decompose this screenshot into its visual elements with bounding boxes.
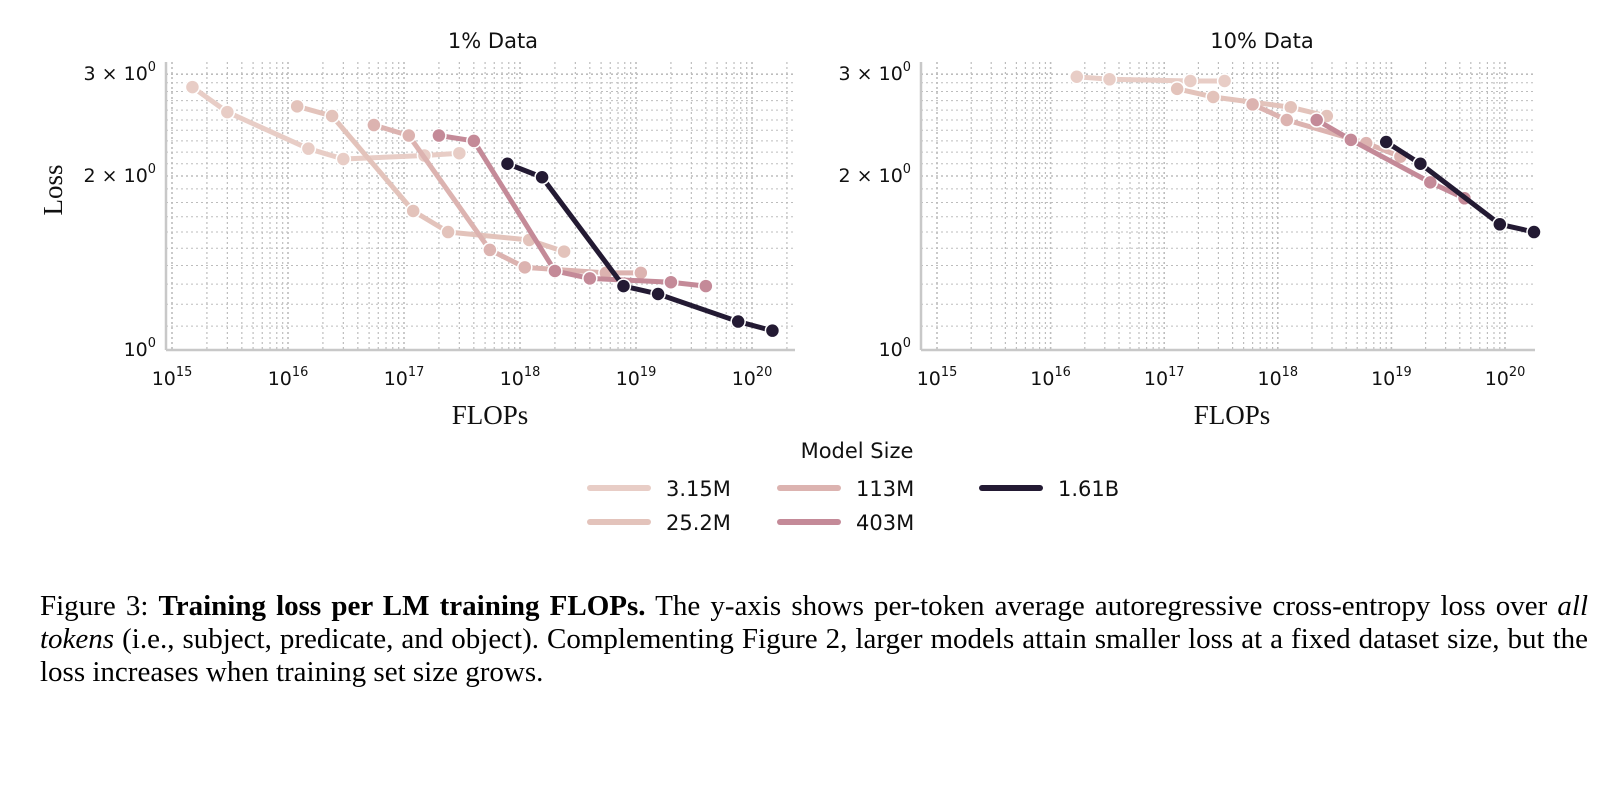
series-25.2M <box>289 98 572 260</box>
x-tick-label: 1019 <box>616 365 657 390</box>
data-point <box>324 108 340 124</box>
series-line <box>296 103 565 254</box>
data-point <box>1526 224 1542 240</box>
data-point <box>1412 156 1429 172</box>
series-1.61B <box>499 156 781 339</box>
data-point <box>730 313 746 330</box>
legend-label: 113M <box>856 477 914 501</box>
data-point <box>499 156 516 172</box>
x-tick-label: 1018 <box>1257 365 1298 390</box>
data-point <box>556 243 572 260</box>
x-tick-label: 1015 <box>917 365 958 390</box>
data-point <box>1205 89 1221 105</box>
data-point <box>482 242 498 258</box>
data-point <box>663 274 679 290</box>
series-line <box>1315 117 1466 201</box>
data-point <box>405 203 421 219</box>
data-point <box>698 278 714 294</box>
data-point <box>1182 73 1199 89</box>
series-line <box>1384 139 1535 235</box>
x-axis-label: FLOPs <box>452 400 529 430</box>
x-tick-label: 1020 <box>732 365 773 390</box>
figure-caption: Figure 3: Training loss per LM training … <box>40 590 1588 689</box>
x-tick-label: 1017 <box>384 365 425 390</box>
data-point <box>440 224 456 240</box>
data-point <box>1069 68 1085 85</box>
caption-italic: all tokens <box>40 590 1589 655</box>
data-point <box>289 98 305 115</box>
data-point <box>1492 216 1508 233</box>
x-tick-label: 1018 <box>500 365 541 390</box>
caption-label: Figure 3: <box>40 590 149 622</box>
caption-text-1: The y-axis shows per-token average autor… <box>655 590 1548 622</box>
data-point <box>219 104 236 120</box>
series-3.15M <box>184 79 468 167</box>
legend-label: 403M <box>856 511 914 535</box>
series-113M <box>1244 96 1409 165</box>
series-1.61B <box>1378 134 1542 240</box>
data-point <box>615 278 632 294</box>
y-tick-label: 3 × 100 <box>839 60 911 85</box>
series-403M <box>431 127 714 294</box>
y-tick-label: 3 × 100 <box>84 60 156 85</box>
y-tick-label: 100 <box>124 336 156 361</box>
data-point <box>1378 134 1394 150</box>
x-tick-label: 1016 <box>268 365 309 390</box>
data-point <box>1308 112 1325 128</box>
x-tick-label: 1017 <box>1144 365 1185 390</box>
data-point <box>633 265 649 281</box>
data-point <box>1216 73 1233 89</box>
data-point <box>1169 81 1185 97</box>
x-axis-label: FLOPs <box>1194 400 1271 430</box>
data-point <box>366 117 382 133</box>
data-point <box>1422 174 1439 191</box>
caption-bold-title: Training loss per LM training FLOPs. <box>158 590 646 622</box>
x-tick-label: 1020 <box>1485 365 1526 390</box>
y-tick-label: 2 × 100 <box>839 162 911 187</box>
data-point <box>466 133 482 149</box>
data-point <box>517 259 533 276</box>
series-line <box>1076 74 1225 84</box>
data-point <box>582 270 598 287</box>
chart-title: 1% Data <box>448 29 538 53</box>
chart-title: 10% Data <box>1210 29 1314 53</box>
data-point <box>184 79 201 95</box>
data-point <box>547 263 563 279</box>
data-point <box>431 127 447 144</box>
y-axis-label: Loss <box>38 164 68 215</box>
data-point <box>764 322 781 339</box>
data-point <box>1343 132 1359 148</box>
data-point <box>300 140 317 157</box>
series-3.15M <box>1069 68 1233 89</box>
data-point <box>534 169 550 186</box>
data-point <box>401 127 417 144</box>
legend-label: 25.2M <box>666 511 731 535</box>
data-point <box>1279 112 1295 128</box>
data-point <box>451 145 468 161</box>
y-tick-label: 2 × 100 <box>84 162 156 187</box>
data-point <box>1282 99 1299 116</box>
series-line <box>438 133 707 289</box>
y-tick-label: 100 <box>879 336 911 361</box>
series-403M <box>1308 112 1473 207</box>
legend-title: Model Size <box>801 439 914 463</box>
x-tick-label: 1015 <box>152 365 193 390</box>
data-point <box>650 286 666 302</box>
data-point <box>1244 96 1261 113</box>
data-point <box>1101 71 1118 88</box>
caption-text-2: (i.e., subject, predicate, and object). … <box>40 623 1588 688</box>
chart-canvas: 1015 1016 1017 1018 1019 1020 3 × 100 2 × 100 10… <box>38 29 1542 535</box>
x-tick-label: 1016 <box>1030 365 1071 390</box>
legend-label: 1.61B <box>1058 477 1119 501</box>
legend-label: 3.15M <box>666 477 731 501</box>
x-tick-label: 1019 <box>1371 365 1412 390</box>
series-line <box>1251 102 1402 160</box>
data-point <box>335 151 352 167</box>
